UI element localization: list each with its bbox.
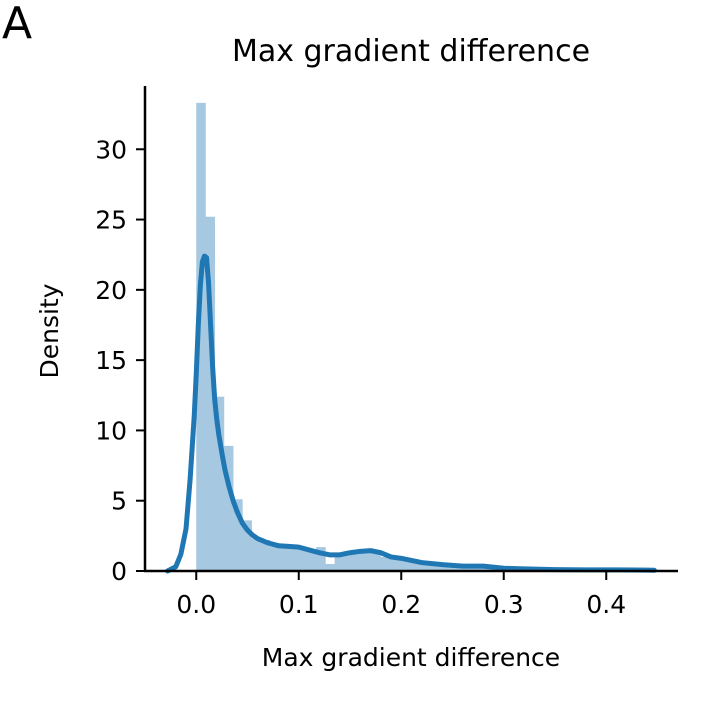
histogram-bar (279, 546, 289, 571)
chart-title: Max gradient difference (232, 34, 590, 69)
histogram-bar (289, 547, 299, 571)
histogram-bar (298, 549, 308, 571)
y-tick-label: 10 (95, 416, 127, 445)
y-tick-label: 20 (95, 276, 127, 305)
histogram-bar (381, 557, 391, 571)
histogram-bar (252, 539, 262, 571)
x-tick-label: 0.1 (279, 590, 319, 619)
panel-label: A (2, 2, 32, 46)
kde-curve (168, 256, 655, 571)
x-tick-label: 0.4 (586, 590, 626, 619)
kde-curve-layer (168, 256, 655, 571)
x-tick-label: 0.3 (484, 590, 524, 619)
histogram-bar (335, 556, 345, 571)
tick-labels: 0.0 0.1 0.2 0.3 0.4 0 5 10 15 20 25 30 (95, 135, 626, 619)
y-tick-label: 0 (111, 557, 127, 586)
y-tick-label: 15 (95, 346, 127, 375)
x-tick-label: 0.0 (176, 590, 216, 619)
x-tick-label: 0.2 (381, 590, 421, 619)
y-axis-label: Density (35, 283, 64, 378)
y-tick-label: 30 (95, 135, 127, 164)
x-axis-label: Max gradient difference (262, 643, 560, 672)
y-tick-label: 5 (111, 487, 127, 516)
histogram-bar (372, 553, 382, 571)
histogram-bars (196, 103, 658, 571)
y-tick-label: 25 (95, 206, 127, 235)
